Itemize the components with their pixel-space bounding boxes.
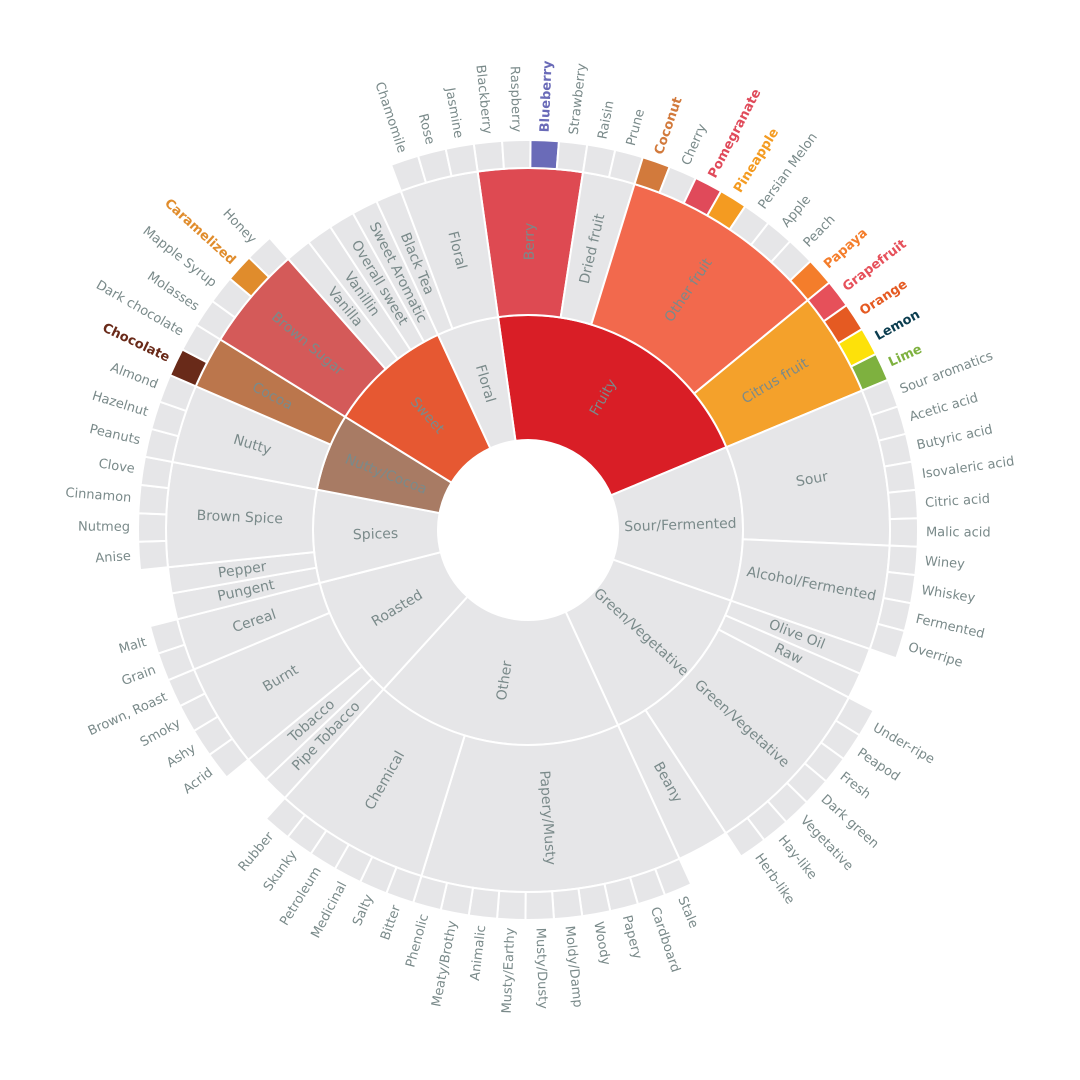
leaf-label-almond: Almond	[108, 360, 160, 392]
leaf-label-rubber: Rubber	[236, 829, 278, 875]
label-brown-spice: Brown Spice	[196, 508, 283, 528]
leaf-label-papery: Papery	[619, 914, 645, 961]
leaf-label-jasmine: Jasmine	[442, 86, 466, 140]
leaf-label-lime: Lime	[886, 342, 924, 370]
leaf-label-acetic-acid: Acetic acid	[908, 391, 980, 425]
leaf-label-woody: Woody	[590, 921, 613, 967]
segment-moldy-damp[interactable]	[551, 887, 584, 921]
leaf-label-stale: Stale	[674, 894, 701, 930]
segment-blackberry[interactable]	[472, 139, 505, 173]
leaf-label-prune: Prune	[624, 108, 648, 148]
segment-anise[interactable]	[137, 539, 170, 572]
leaf-label-butyric-acid: Butyric acid	[915, 422, 994, 453]
leaf-label-whiskey: Whiskey	[920, 583, 976, 606]
leaf-label-raisin: Raisin	[595, 99, 617, 140]
leaf-label-strawberry: Strawberry	[567, 62, 590, 135]
label-papery-musty: Papery/Musty	[536, 770, 558, 866]
leaf-label-nutmeg: Nutmeg	[78, 520, 130, 535]
leaf-label-fermented: Fermented	[914, 612, 986, 642]
leaf-label-coconut: Coconut	[652, 95, 686, 156]
segment-isovaleric-acid[interactable]	[883, 460, 918, 494]
leaf-label-bitter: Bitter	[378, 903, 404, 943]
leaf-label-malic-acid: Malic acid	[926, 525, 991, 540]
leaf-label-moldy-damp: Moldy/Damp	[561, 925, 584, 1008]
leaf-label-winey: Winey	[924, 554, 965, 572]
segment-musty-dusty[interactable]	[524, 890, 556, 921]
leaf-label-meaty-brothy: Meaty/Brothy	[429, 919, 460, 1008]
leaf-label-phenolic: Phenolic	[403, 912, 432, 969]
leaf-label-anise: Anise	[95, 549, 131, 566]
segment-musty-earthy[interactable]	[495, 889, 527, 921]
label-spices: Spices	[353, 526, 399, 543]
label-sour: Sour	[795, 469, 830, 490]
leaf-label-smoky: Smoky	[138, 716, 184, 750]
leaf-label-cherry: Cherry	[679, 122, 710, 168]
label-pepper: Pepper	[217, 559, 268, 582]
leaf-label-salty: Salty	[350, 892, 377, 928]
leaf-label-hazelnut: Hazelnut	[90, 389, 150, 420]
leaf-label-lemon: Lemon	[873, 307, 923, 344]
segment-winey[interactable]	[886, 544, 919, 577]
leaf-label-peanuts: Peanuts	[88, 422, 142, 448]
segment-citric-acid[interactable]	[886, 488, 919, 521]
segment-raspberry[interactable]	[500, 139, 532, 170]
label-other: Other	[494, 660, 516, 702]
label-sour-fermented: Sour/Fermented	[624, 516, 737, 535]
segment-nutmeg[interactable]	[137, 512, 168, 543]
leaf-label-cinnamon: Cinnamon	[65, 486, 132, 506]
leaf-label-cardboard: Cardboard	[647, 905, 683, 974]
leaf-label-fresh: Fresh	[837, 769, 873, 802]
leaf-label-malt: Malt	[117, 635, 148, 657]
leaf-label-ashy: Ashy	[164, 741, 199, 771]
leaf-label-grain: Grain	[120, 663, 158, 689]
leaf-label-apple: Apple	[779, 193, 814, 231]
segment-malic-acid[interactable]	[888, 517, 919, 548]
segment-cinnamon[interactable]	[137, 483, 170, 516]
segment-strawberry[interactable]	[555, 140, 589, 174]
leaf-label-honey: Honey	[219, 206, 259, 247]
leaf-label-acrid: Acrid	[181, 765, 216, 797]
leaf-label-musty-earthy: Musty/Earthy	[500, 927, 519, 1014]
leaf-label-chamomile: Chamomile	[371, 80, 409, 155]
leaf-label-peach: Peach	[801, 212, 839, 250]
segment-jasmine[interactable]	[444, 142, 479, 178]
leaf-label-musty-dusty: Musty/Dusty	[532, 928, 549, 1010]
leaf-label-overripe: Overripe	[906, 640, 964, 671]
leaf-label-raspberry: Raspberry	[507, 66, 524, 133]
leaf-label-skunky: Skunky	[261, 848, 301, 895]
sunburst-rings	[137, 139, 919, 921]
label-berry: Berry	[522, 223, 538, 261]
leaf-label-clove: Clove	[98, 457, 136, 477]
segment-woody[interactable]	[577, 882, 612, 918]
leaf-label-orange: Orange	[857, 277, 910, 319]
leaf-label-blackberry: Blackberry	[472, 64, 494, 135]
leaf-label-citric-acid: Citric acid	[925, 492, 991, 511]
segment-animalic[interactable]	[467, 886, 501, 920]
leaf-label-rose: Rose	[415, 112, 437, 146]
leaf-label-peapod: Peapod	[854, 746, 902, 785]
leaf-label-blueberry: Blueberry	[538, 60, 556, 133]
leaf-label-animalic: Animalic	[468, 924, 489, 981]
leaf-label-isovaleric-acid: Isovaleric acid	[921, 454, 1015, 482]
segment-blueberry[interactable]	[529, 139, 561, 171]
